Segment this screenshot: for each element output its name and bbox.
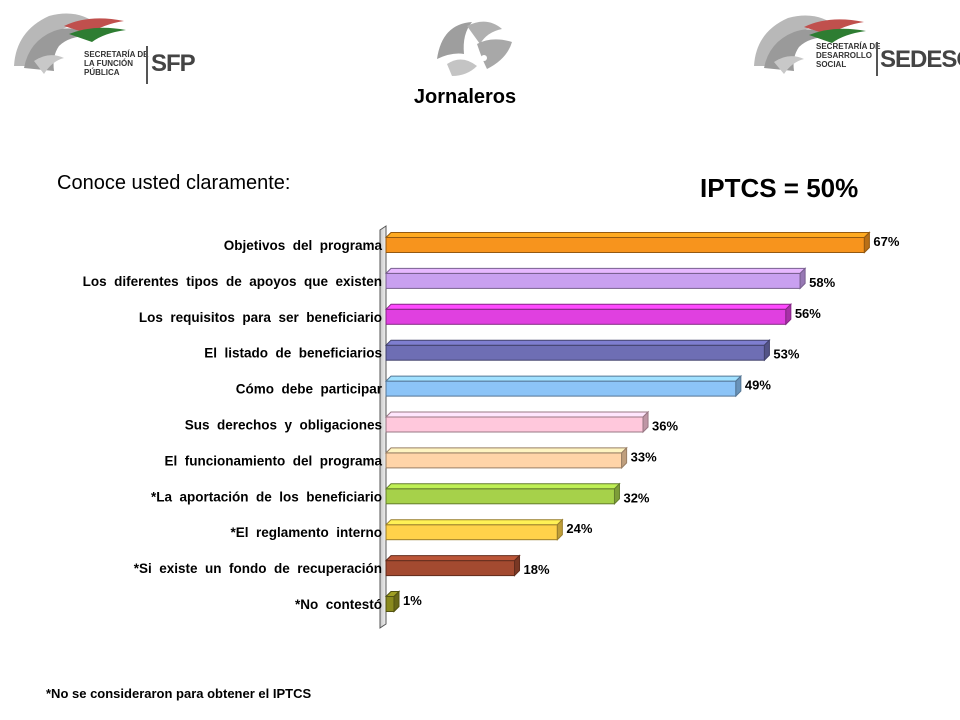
bar-top-7: [384, 447, 628, 454]
bar-top-4: [384, 339, 771, 346]
sedesol-logo-line-1: SECRETARÍA DE: [816, 42, 881, 51]
sfp-logo-line-2: LA FUNCIÓN: [84, 59, 134, 68]
bar-front-9: [385, 524, 558, 541]
question-text: Conoce usted claramente:: [57, 172, 291, 194]
bar-8: [384, 482, 621, 506]
bar-7: [384, 446, 628, 470]
category-label-7: El funcionamiento del programa: [164, 453, 382, 468]
sfp-logo-line-3: PÚBLICA: [84, 68, 120, 77]
bar-1: [384, 231, 871, 254]
bar-front-8: [385, 488, 615, 505]
bar-side-5: [735, 374, 742, 398]
eagle-emblem-icon: [754, 15, 866, 74]
category-label-10: *Si existe un fondo de recuperación: [134, 561, 382, 576]
bar-front-4: [385, 344, 765, 361]
bar-11: [384, 590, 401, 613]
bar-10: [384, 554, 521, 577]
bar-top-1: [384, 232, 871, 238]
bar-9: [384, 518, 564, 541]
bar-side-6: [642, 410, 649, 434]
value-label-6: 36%: [652, 419, 678, 434]
sedesol-logo-abbr: SEDESOL: [880, 46, 960, 73]
value-label-2: 58%: [809, 275, 835, 290]
category-label-11: *No contestó: [295, 597, 382, 612]
footnote: *No se consideraron para obtener el IPTC…: [46, 686, 312, 701]
bar-top-10: [384, 555, 521, 562]
bar-front-10: [385, 560, 516, 577]
bar-side-1: [863, 231, 870, 254]
bar-top-8: [384, 483, 621, 490]
value-label-5: 49%: [745, 378, 771, 393]
bar-top-6: [384, 411, 650, 418]
sfp-logo: SECRETARÍA DE LA FUNCIÓN PÚBLICA SFP: [4, 6, 196, 86]
bar-6: [384, 410, 650, 434]
value-label-1: 67%: [873, 234, 899, 249]
page-title: Jornaleros: [413, 86, 517, 108]
bar-side-2: [799, 267, 806, 290]
category-label-4: El listado de beneficiarios: [204, 346, 382, 361]
bar-side-9: [556, 518, 563, 541]
value-label-10: 18%: [524, 562, 550, 577]
bar-side-4: [763, 338, 770, 362]
bar-side-11: [393, 590, 400, 613]
bar-top-9: [384, 519, 564, 526]
bar-top-3: [384, 303, 793, 310]
bar-front-6: [385, 416, 644, 433]
category-label-2: Los diferentes tipos de apoyos que exist…: [83, 274, 382, 289]
sfp-logo-line-1: SECRETARÍA DE: [84, 50, 149, 59]
category-label-8: *La aportación de los beneficiario: [151, 489, 382, 504]
bar-2: [384, 267, 807, 290]
bar-front-3: [385, 308, 787, 325]
value-label-11: 1%: [403, 593, 422, 608]
category-label-6: Sus derechos y obligaciones: [185, 418, 382, 433]
value-label-7: 33%: [631, 449, 657, 464]
value-label-4: 53%: [773, 347, 799, 362]
bar-side-8: [613, 482, 620, 506]
bar-side-10: [514, 554, 521, 577]
bar-top-2: [384, 267, 807, 274]
value-label-9: 24%: [566, 521, 592, 536]
iptcs-index-label: IPTCS = 50%: [700, 173, 859, 203]
bar-front-7: [385, 452, 623, 469]
sfp-logo-abbr: SFP: [151, 50, 196, 77]
bar-top-5: [384, 375, 743, 382]
category-label-3: Los requisitos para ser beneficiario: [139, 310, 382, 325]
sedesol-logo-line-2: DESARROLLO: [816, 51, 872, 60]
bar-front-2: [385, 272, 801, 289]
eagle-emblem-icon: [14, 13, 126, 74]
bar-side-3: [785, 303, 792, 326]
bar-side-7: [621, 446, 628, 470]
bar-front-5: [385, 380, 737, 397]
sedesol-logo-line-3: SOCIAL: [816, 60, 847, 69]
y-axis-wall: [379, 225, 387, 629]
bar-4: [384, 338, 771, 362]
bar-3: [384, 303, 793, 326]
sedesol-logo: SECRETARÍA DE DESARROLLO SOCIAL SEDESOL: [746, 8, 960, 88]
category-label-5: Cómo debe participar: [236, 382, 383, 397]
value-label-3: 56%: [795, 306, 821, 321]
category-label-1: Objetivos del programa: [224, 238, 383, 253]
center-emblem: [432, 14, 522, 84]
value-label-8: 32%: [623, 490, 649, 505]
emblem-icon: [437, 21, 512, 76]
bar-front-1: [385, 237, 865, 253]
category-label-9: *El reglamento interno: [230, 525, 382, 540]
bar-5: [384, 374, 743, 398]
bar-front-11: [385, 596, 395, 612]
